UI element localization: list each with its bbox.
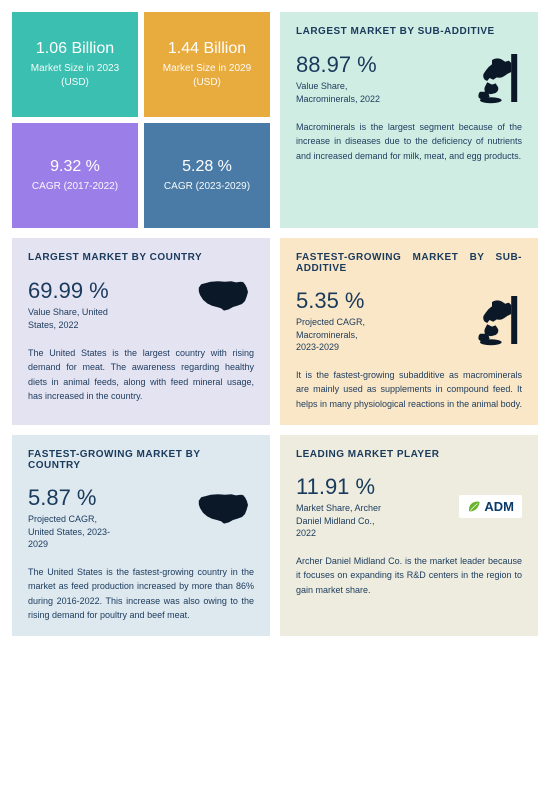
- card-value: 5.35 %: [296, 288, 462, 314]
- info-card-4: LEADING MARKET PLAYER 11.91 %Market Share…: [280, 435, 538, 636]
- card-stat: 69.99 %Value Share, UnitedStates, 2022: [28, 278, 194, 331]
- adm-logo: ADM: [459, 495, 522, 518]
- stat-value: 9.32 %: [22, 158, 128, 176]
- card-sublabel: Projected CAGR,United States, 2023-2029: [28, 513, 194, 551]
- card-title: LEADING MARKET PLAYER: [296, 449, 522, 460]
- stat-label: Market Size in 2029(USD): [154, 62, 260, 90]
- card-title: FASTEST-GROWING MARKET BY COUNTRY: [28, 449, 254, 471]
- stat-value: 5.28 %: [154, 158, 260, 176]
- stat-box-0: 1.06 Billion Market Size in 2023(USD): [12, 12, 138, 117]
- stat-box-1: 1.44 Billion Market Size in 2029(USD): [144, 12, 270, 117]
- info-card-1: LARGEST MARKET BY COUNTRY 69.99 %Value Sh…: [12, 238, 270, 425]
- card-stat: 11.91 %Market Share, ArcherDaniel Midlan…: [296, 474, 459, 540]
- animal-feed-icon: [462, 51, 522, 106]
- stat-quad: 1.06 Billion Market Size in 2023(USD) 1.44…: [12, 12, 270, 228]
- card-description: It is the fastest-growing subadditive as…: [296, 368, 522, 411]
- stat-box-3: 5.28 % CAGR (2023-2029): [144, 123, 270, 228]
- card-sublabel: Market Share, ArcherDaniel Midland Co.,2…: [296, 502, 459, 540]
- logo-text: ADM: [484, 499, 514, 514]
- card-description: The United States is the fastest-growing…: [28, 565, 254, 623]
- card-stat: 5.35 %Projected CAGR,Macrominerals,2023-…: [296, 288, 462, 354]
- card-description: Archer Daniel Midland Co. is the market …: [296, 554, 522, 597]
- stat-value: 1.44 Billion: [154, 40, 260, 58]
- stat-label: CAGR (2017-2022): [22, 180, 128, 194]
- usa-map-icon: [194, 490, 254, 545]
- info-card-2: FASTEST-GROWING MARKET BY SUB-ADDITIVE 5.…: [280, 238, 538, 425]
- card-sublabel: Projected CAGR,Macrominerals,2023-2029: [296, 316, 462, 354]
- leaf-icon: [467, 500, 481, 514]
- card-description: Macrominerals is the largest segment bec…: [296, 120, 522, 163]
- stat-value: 1.06 Billion: [22, 40, 128, 58]
- card-description: The United States is the largest country…: [28, 346, 254, 404]
- card-value: 11.91 %: [296, 474, 459, 500]
- info-card-3: FASTEST-GROWING MARKET BY COUNTRY 5.87 %P…: [12, 435, 270, 636]
- card-title: LARGEST MARKET BY SUB-ADDITIVE: [296, 26, 522, 37]
- info-card-0: LARGEST MARKET BY SUB-ADDITIVE 88.97 %Val…: [280, 12, 538, 228]
- stat-label: CAGR (2023-2029): [154, 180, 260, 194]
- card-title: FASTEST-GROWING MARKET BY SUB-ADDITIVE: [296, 252, 522, 274]
- card-sublabel: Value Share,Macrominerals, 2022: [296, 80, 462, 105]
- card-stat: 88.97 %Value Share,Macrominerals, 2022: [296, 52, 462, 105]
- card-title: LARGEST MARKET BY COUNTRY: [28, 252, 254, 263]
- usa-map-icon: [194, 277, 254, 332]
- card-value: 5.87 %: [28, 485, 194, 511]
- animal-feed-icon: [462, 293, 522, 348]
- card-value: 69.99 %: [28, 278, 194, 304]
- card-sublabel: Value Share, UnitedStates, 2022: [28, 306, 194, 331]
- card-value: 88.97 %: [296, 52, 462, 78]
- stat-label: Market Size in 2023(USD): [22, 62, 128, 90]
- card-stat: 5.87 %Projected CAGR,United States, 2023…: [28, 485, 194, 551]
- stat-box-2: 9.32 % CAGR (2017-2022): [12, 123, 138, 228]
